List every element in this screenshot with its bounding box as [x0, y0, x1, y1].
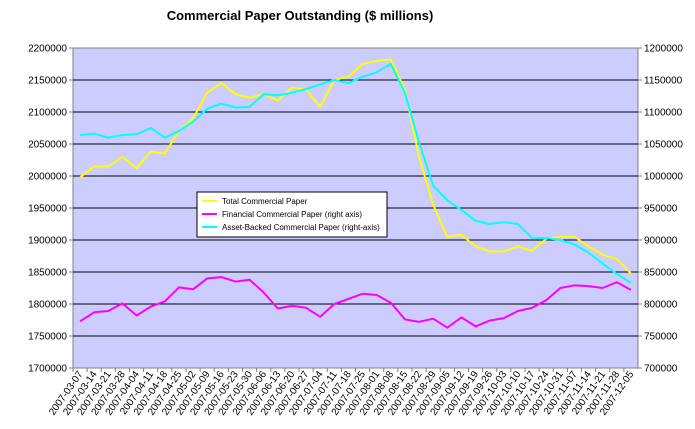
series-line [80, 63, 632, 284]
left-tick-label: 2100000 [28, 108, 67, 119]
chart-title: Commercial Paper Outstanding ($ millions… [166, 8, 434, 23]
left-tick-label: 1700000 [28, 364, 67, 375]
x-axis-ticks: 2007-03-072007-03-142007-03-212007-03-28… [47, 368, 637, 418]
right-tick-label: 1100000 [644, 108, 683, 119]
series-lines [79, 58, 632, 329]
legend-label: Asset-Backed Commercial Paper (right-axi… [222, 223, 380, 232]
legend-box [196, 191, 388, 238]
series-line [79, 58, 632, 275]
right-tick-label: 850000 [644, 268, 678, 279]
left-tick-label: 2200000 [28, 44, 67, 55]
legend-label: Financial Commercial Paper (right axis) [222, 210, 362, 219]
left-tick-label: 1950000 [28, 204, 67, 215]
left-tick-label: 2050000 [28, 140, 67, 151]
series-line [79, 276, 632, 329]
left-tick-label: 1750000 [28, 332, 67, 343]
left-tick-label: 2150000 [28, 76, 67, 87]
legend-label: Total Commercial Paper [222, 197, 308, 206]
right-tick-label: 1000000 [644, 172, 683, 183]
left-tick-label: 1800000 [28, 300, 67, 311]
right-tick-label: 1150000 [644, 76, 683, 87]
right-tick-label: 1200000 [644, 44, 683, 55]
left-tick-label: 1850000 [28, 268, 67, 279]
legend: Total Commercial Paper Financial Commerci… [196, 191, 388, 238]
right-axis-ticks: 700000 750000 800000 850000 900000 950000 1000… [638, 44, 683, 375]
left-tick-label: 2000000 [28, 172, 67, 183]
right-tick-label: 950000 [644, 204, 678, 215]
left-axis-ticks: 1700000 1750000 1800000 1850000 1900000 19500… [28, 44, 73, 375]
right-tick-label: 750000 [644, 332, 678, 343]
left-tick-label: 1900000 [28, 236, 67, 247]
right-tick-label: 800000 [644, 300, 678, 311]
right-tick-label: 700000 [644, 364, 678, 375]
right-tick-label: 900000 [644, 236, 678, 247]
right-tick-label: 1050000 [644, 140, 683, 151]
